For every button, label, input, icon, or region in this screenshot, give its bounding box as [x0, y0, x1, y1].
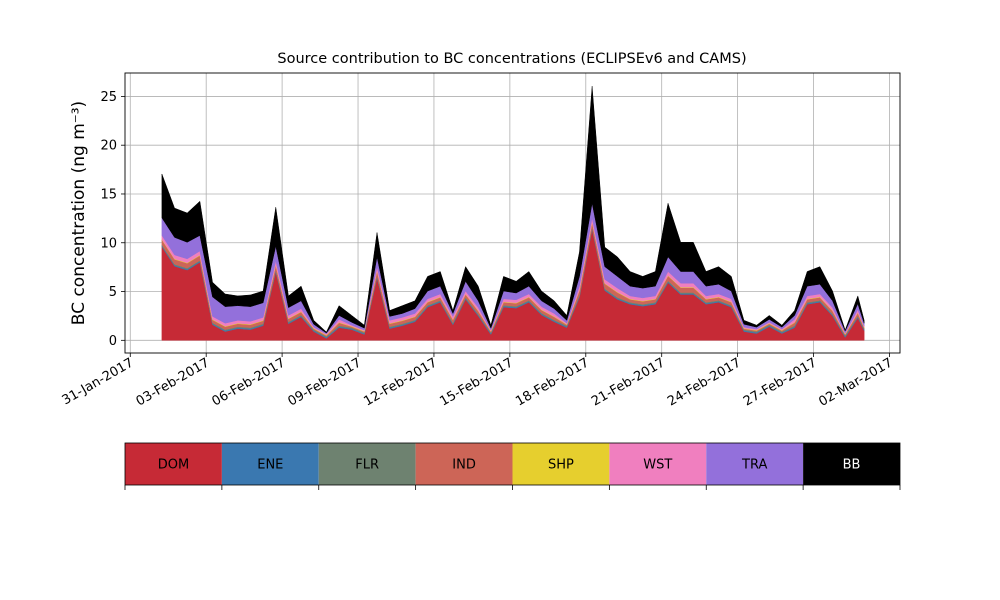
- legend-frame: [124, 442, 901, 486]
- x-tick-label: 31-Jan-2017: [60, 355, 137, 408]
- area: [161, 86, 865, 334]
- legend-label: ENE: [257, 458, 283, 473]
- y-tick-label: 10: [100, 236, 117, 251]
- x-tick-label: 02-Mar-2017: [816, 355, 895, 409]
- y-axis-label: BC concentration (ng m⁻³): [69, 101, 89, 325]
- y-tick-label: 20: [100, 139, 117, 154]
- legend-swatch: [415, 443, 513, 485]
- legend-label: SHP: [548, 458, 574, 473]
- legend-label: BB: [843, 458, 861, 473]
- legend-label: FLR: [355, 458, 379, 473]
- legend-swatch: [318, 443, 416, 485]
- x-tick-label: 06-Feb-2017: [210, 355, 289, 409]
- legend-swatch: [125, 443, 222, 485]
- legend-swatch: [706, 443, 804, 485]
- x-tick-label: 21-Feb-2017: [589, 355, 668, 409]
- x-tick-label: 18-Feb-2017: [513, 355, 592, 409]
- legend-label: IND: [452, 458, 476, 473]
- legend-swatch: [512, 443, 610, 485]
- y-tick-label: 0: [109, 334, 117, 349]
- legend: DOM ENE FLR IND SHP WST TRA BB: [124, 442, 901, 490]
- areas: [161, 86, 865, 341]
- legend-label: DOM: [158, 458, 189, 473]
- y-tick-label: 15: [100, 187, 117, 202]
- legend-swatch: [221, 443, 319, 485]
- x-tick-label: 15-Feb-2017: [437, 355, 516, 409]
- y-tick-label: 25: [100, 90, 117, 105]
- x-tick-label: 27-Feb-2017: [741, 355, 820, 409]
- legend-label: WST: [643, 458, 672, 473]
- x-tick-label: 09-Feb-2017: [285, 355, 364, 409]
- plot-frame: [124, 72, 901, 354]
- legend-label: TRA: [741, 458, 767, 473]
- x-tick-label: 03-Feb-2017: [134, 355, 213, 409]
- y-tick-label: 5: [109, 285, 117, 300]
- x-tick-label: 12-Feb-2017: [361, 355, 440, 409]
- legend-swatch: [803, 443, 900, 485]
- x-tick-label: 24-Feb-2017: [665, 355, 744, 409]
- legend-swatch: [609, 443, 707, 485]
- chart-title: Source contribution to BC concentrations…: [277, 51, 746, 67]
